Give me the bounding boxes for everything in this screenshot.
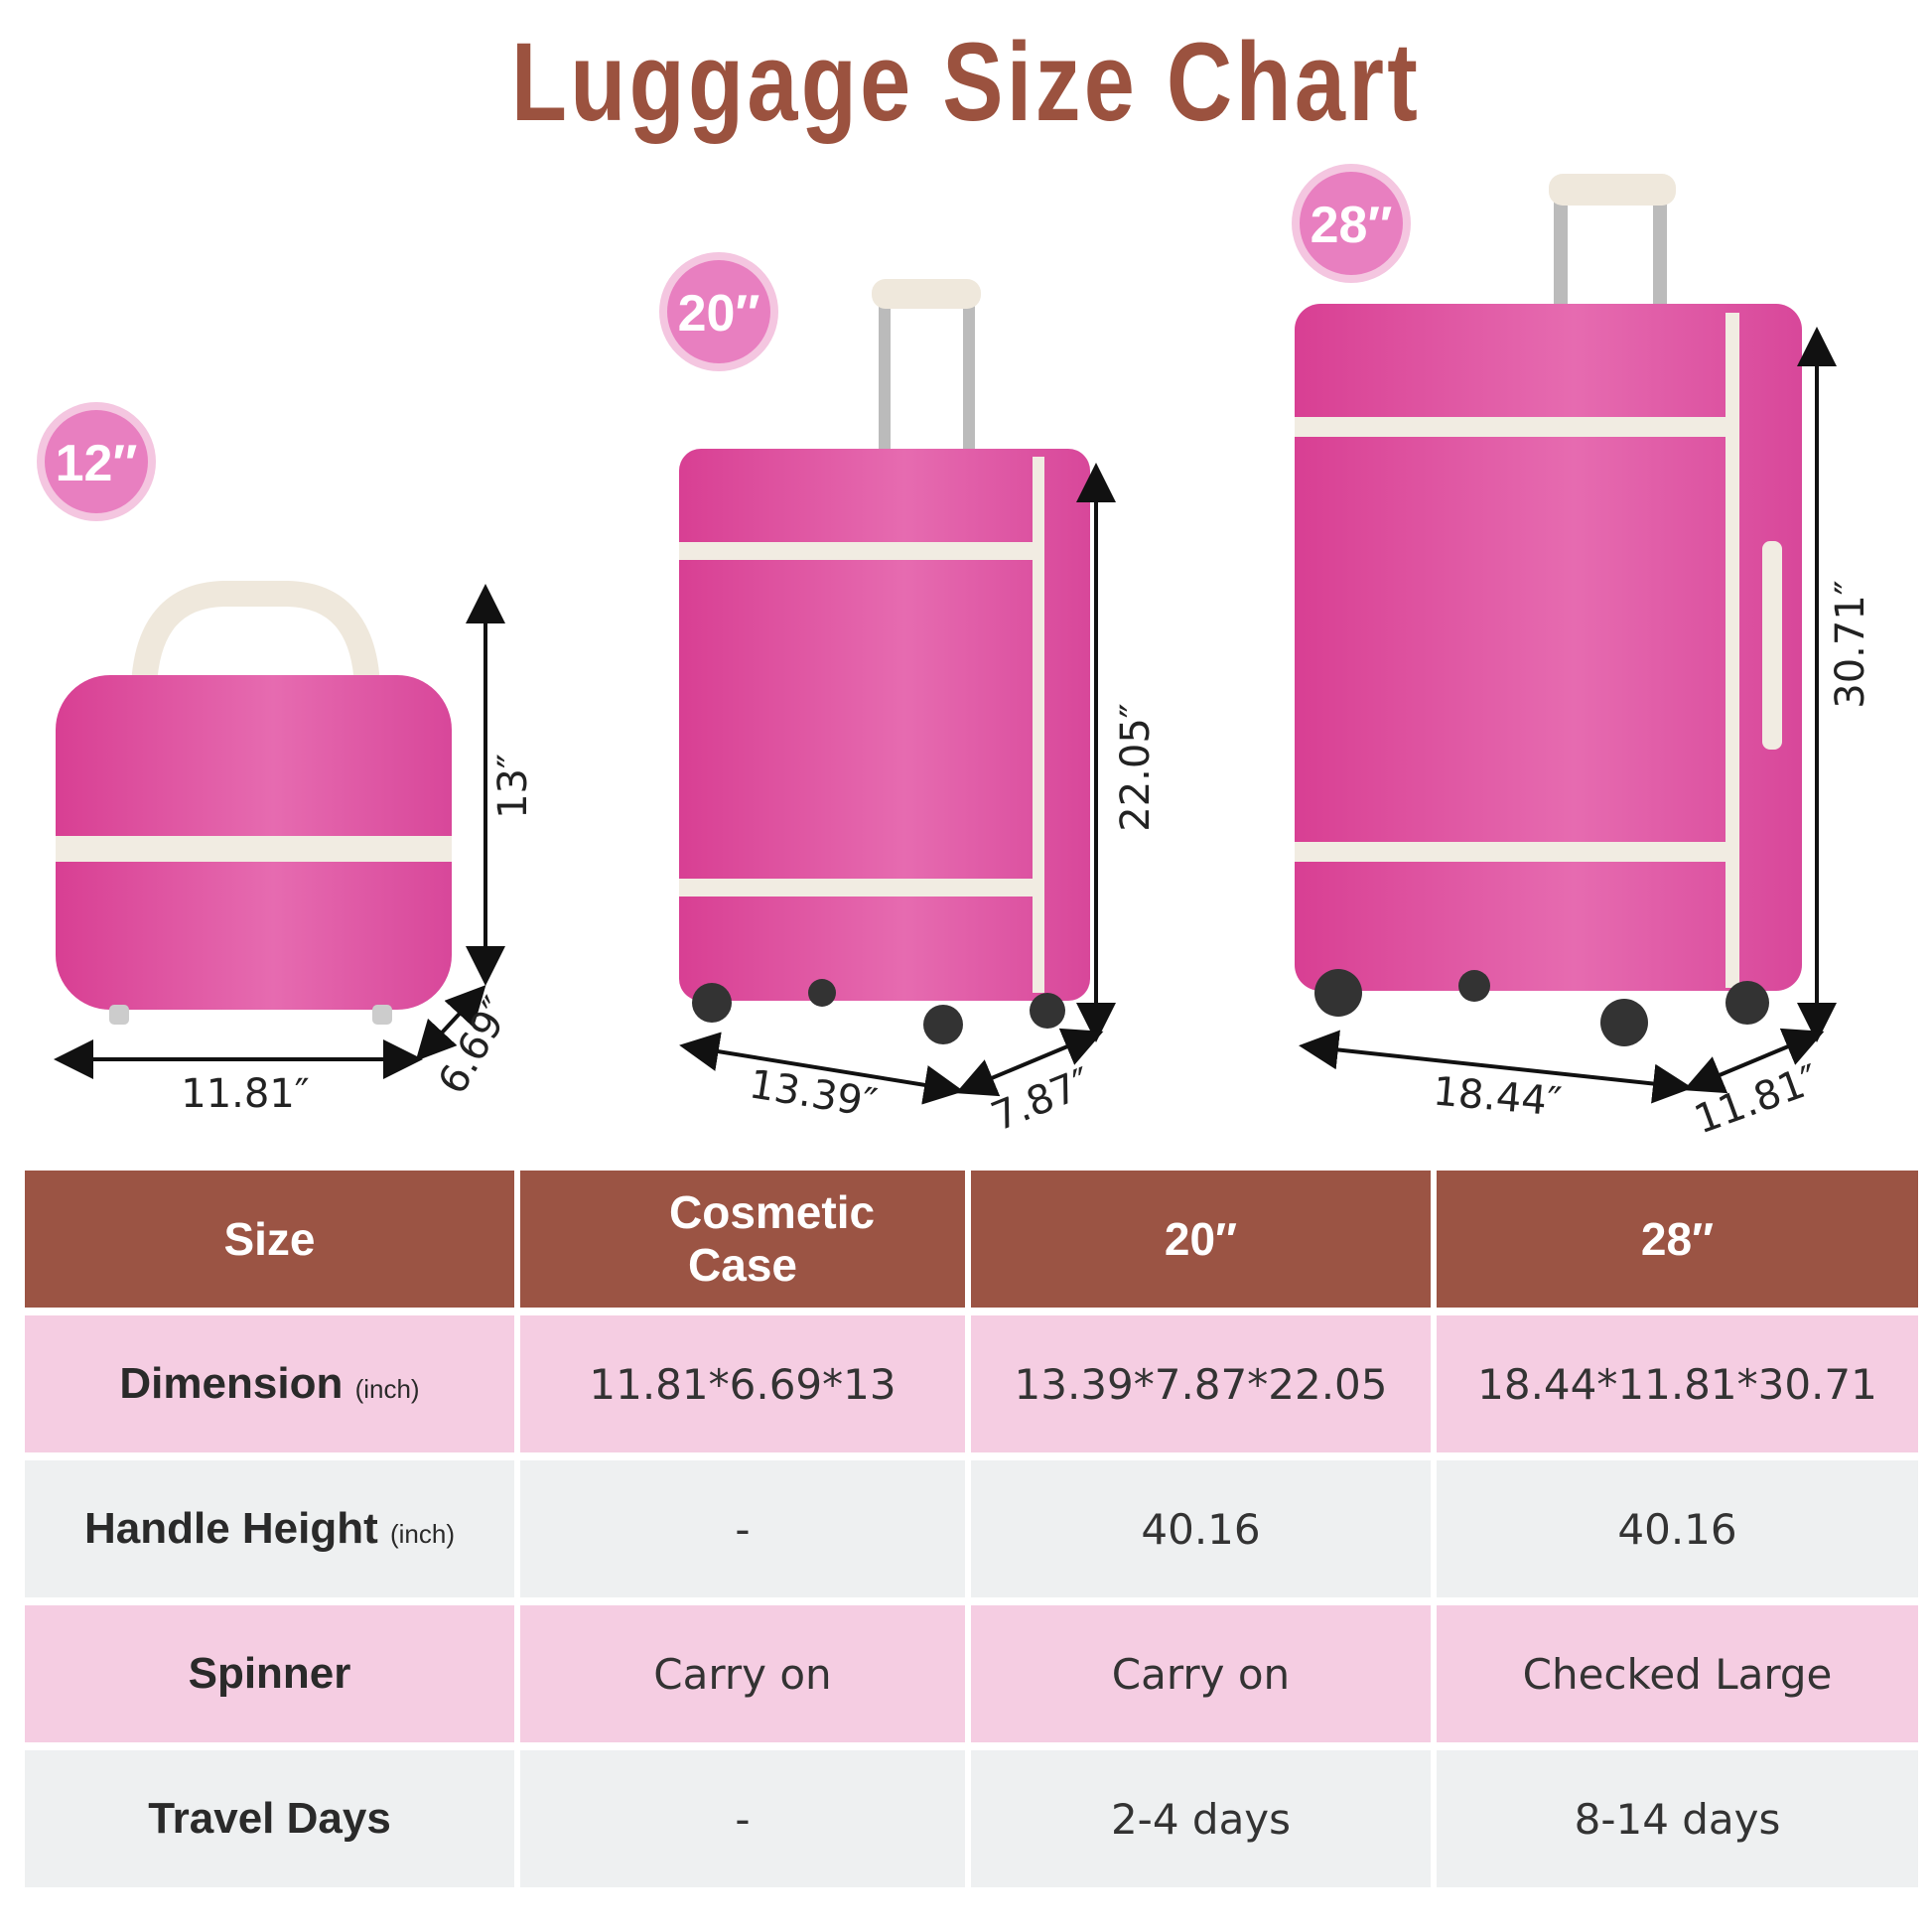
- table-cell: Checked Large: [1437, 1605, 1918, 1742]
- large-width-label: 18.44″: [1432, 1068, 1564, 1125]
- size-badge-28: 28″: [1292, 164, 1411, 283]
- medium-height-label: 22.05″: [1113, 703, 1159, 831]
- table-cell: -: [520, 1750, 965, 1887]
- table-cell: Carry on: [971, 1605, 1431, 1742]
- svg-text:12″: 12″: [56, 435, 138, 492]
- table-cell: 2-4 days: [971, 1750, 1431, 1887]
- header-size: Size: [25, 1171, 514, 1308]
- table-row: Spinner Carry on Carry on Checked Large: [25, 1605, 1918, 1742]
- size-badge-20: 20″: [659, 252, 778, 371]
- medium-depth-label: 7.87″: [985, 1059, 1098, 1141]
- luggage-illustration: 12″ 20″ 28″: [37, 164, 1873, 1144]
- row-label: Handle Height (inch): [25, 1460, 514, 1597]
- table-header-row: Size Cosmetic Case 20″ 28″: [25, 1171, 1918, 1308]
- medium-width-label: 13.39″: [747, 1061, 881, 1127]
- cosmetic-height-label: 13″: [490, 754, 536, 819]
- table-cell: 40.16: [971, 1460, 1431, 1597]
- dimension-arrows: [54, 327, 1837, 1105]
- svg-text:20″: 20″: [678, 285, 760, 343]
- table-cell: 40.16: [1437, 1460, 1918, 1597]
- table-cell: 11.81*6.69*13: [520, 1315, 965, 1452]
- large-depth-label: 11.81″: [1689, 1056, 1825, 1144]
- cosmetic-case-image: [56, 581, 452, 1025]
- table-row: Handle Height (inch) - 40.16 40.16: [25, 1460, 1918, 1597]
- cosmetic-width-label: 11.81″: [181, 1071, 309, 1117]
- row-label: Spinner: [25, 1605, 514, 1742]
- table-cell: -: [520, 1460, 965, 1597]
- table-cell: 13.39*7.87*22.05: [971, 1315, 1431, 1452]
- row-label: Travel Days: [25, 1750, 514, 1887]
- table-row: Travel Days - 2-4 days 8-14 days: [25, 1750, 1918, 1887]
- large-height-label: 30.71″: [1828, 580, 1873, 708]
- suitcase-28-image: [1295, 174, 1802, 1046]
- table-cell: 8-14 days: [1437, 1750, 1918, 1887]
- page-title: Luggage Size Chart: [510, 20, 1422, 144]
- table-cell: Carry on: [520, 1605, 965, 1742]
- row-label: Dimension (inch): [25, 1315, 514, 1452]
- header-28: 28″: [1437, 1171, 1918, 1308]
- size-badge-12: 12″: [37, 402, 156, 521]
- table-row: Dimension (inch) 11.81*6.69*13 13.39*7.8…: [25, 1315, 1918, 1452]
- header-cosmetic: Cosmetic Case: [520, 1171, 965, 1308]
- size-table: Size Cosmetic Case 20″ 28″ Dimension (in…: [19, 1163, 1924, 1895]
- svg-text:28″: 28″: [1311, 197, 1393, 254]
- cosmetic-depth-label: 6.69″: [430, 990, 521, 1102]
- table-cell: 18.44*11.81*30.71: [1437, 1315, 1918, 1452]
- suitcase-20-image: [679, 279, 1090, 1044]
- header-20: 20″: [971, 1171, 1431, 1308]
